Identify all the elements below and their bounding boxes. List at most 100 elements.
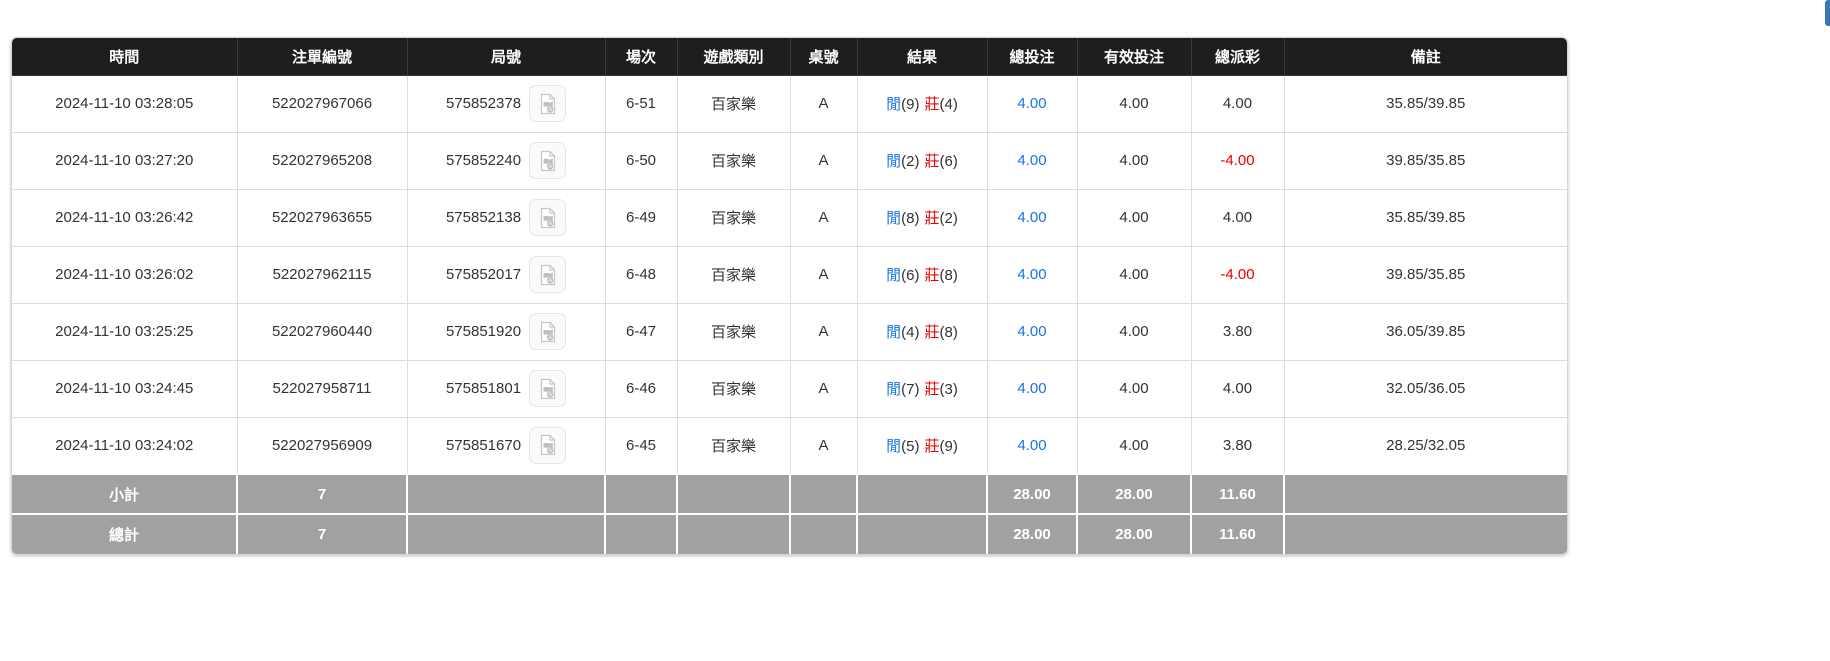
summary-valid-bet: 28.00 bbox=[1076, 473, 1192, 515]
cell-round: 575852017 bbox=[406, 245, 606, 304]
cell-time: 2024-11-10 03:27:20 bbox=[12, 131, 238, 190]
column-header-result: 結果 bbox=[856, 38, 988, 76]
total-bet-link[interactable]: 4.00 bbox=[1017, 436, 1047, 454]
player-points: (8) bbox=[901, 210, 920, 227]
table-row: 2024-11-10 03:28:05 522027967066 5758523… bbox=[12, 75, 1567, 133]
table-row: 2024-11-10 03:24:45 522027958711 5758518… bbox=[12, 359, 1567, 418]
cell-payout: 4.00 bbox=[1190, 188, 1285, 247]
summary-empty-table bbox=[789, 513, 858, 554]
result-player: 閒(2) bbox=[886, 153, 919, 170]
player-points: (2) bbox=[901, 153, 920, 170]
player-points: (5) bbox=[901, 437, 920, 455]
cell-remark: 28.25/32.05 bbox=[1283, 416, 1567, 475]
result-player: 閒(9) bbox=[886, 96, 919, 113]
video-replay-button[interactable] bbox=[529, 313, 567, 350]
banker-points: (2) bbox=[939, 210, 958, 227]
bet-history-table: 時間 注單編號 局號 場次 遊戲類別 桌號 結果 總投注 有效投注 總派彩 備註 2024-11-1… bbox=[12, 38, 1567, 554]
cell-round: 575852138 bbox=[406, 188, 606, 247]
cell-ticket-id: 522027960440 bbox=[236, 302, 408, 361]
banker-label: 莊 bbox=[924, 437, 940, 455]
cell-total-bet: 4.00 bbox=[986, 416, 1078, 475]
cell-table-id: A bbox=[789, 75, 858, 133]
cell-round: 575851801 bbox=[406, 359, 606, 418]
broken-image-icon bbox=[540, 378, 555, 399]
cell-total-bet: 4.00 bbox=[986, 245, 1078, 304]
result-banker: 莊(8) bbox=[925, 324, 958, 341]
player-points: (6) bbox=[901, 267, 920, 284]
summary-total-bet: 28.00 bbox=[986, 513, 1078, 554]
cell-remark: 39.85/35.85 bbox=[1283, 245, 1567, 304]
cell-payout: 4.00 bbox=[1190, 75, 1285, 133]
video-replay-button[interactable] bbox=[529, 370, 567, 407]
summary-valid-bet: 28.00 bbox=[1076, 513, 1192, 554]
total-bet-link[interactable]: 4.00 bbox=[1017, 380, 1047, 397]
cell-remark: 39.85/35.85 bbox=[1283, 131, 1567, 190]
column-header-game: 遊戲類別 bbox=[676, 38, 791, 76]
result-banker: 莊(8) bbox=[925, 267, 958, 284]
cutoff-button-edge[interactable] bbox=[1825, 0, 1830, 26]
total-bet-link[interactable]: 4.00 bbox=[1017, 95, 1047, 112]
round-id: 575851670 bbox=[445, 436, 522, 454]
cell-round: 575851670 bbox=[406, 416, 606, 475]
summary-label: 小計 bbox=[12, 473, 238, 515]
cell-session: 6-51 bbox=[604, 75, 678, 133]
cell-session: 6-48 bbox=[604, 245, 678, 304]
total-bet-link[interactable]: 4.00 bbox=[1017, 266, 1047, 283]
cell-payout: 3.80 bbox=[1190, 416, 1285, 475]
table-row: 2024-11-10 03:24:02 522027956909 5758516… bbox=[12, 416, 1567, 475]
banker-points: (4) bbox=[939, 96, 958, 113]
column-header-valid_bet: 有效投注 bbox=[1076, 38, 1192, 76]
banker-label: 莊 bbox=[924, 153, 940, 170]
cell-valid-bet: 4.00 bbox=[1076, 75, 1192, 133]
result-banker: 莊(4) bbox=[925, 96, 958, 113]
round-id: 575851920 bbox=[445, 323, 522, 340]
banker-label: 莊 bbox=[924, 324, 940, 341]
column-header-remark: 備註 bbox=[1283, 38, 1567, 76]
total-bet-link[interactable]: 4.00 bbox=[1017, 152, 1047, 169]
result-banker: 莊(6) bbox=[925, 153, 958, 170]
cell-round: 575851920 bbox=[406, 302, 606, 361]
cell-remark: 35.85/39.85 bbox=[1283, 188, 1567, 247]
cell-valid-bet: 4.00 bbox=[1076, 302, 1192, 361]
banker-label: 莊 bbox=[924, 210, 940, 227]
cell-table-id: A bbox=[789, 245, 858, 304]
video-replay-button[interactable] bbox=[529, 142, 567, 179]
summary-empty-game bbox=[676, 473, 791, 515]
result-player: 閒(5) bbox=[886, 438, 919, 455]
video-replay-button[interactable] bbox=[529, 199, 567, 236]
cell-session: 6-47 bbox=[604, 302, 678, 361]
column-header-ticket: 注單編號 bbox=[236, 38, 408, 76]
banker-label: 莊 bbox=[924, 96, 940, 113]
total-bet-link[interactable]: 4.00 bbox=[1017, 209, 1047, 226]
video-replay-button[interactable] bbox=[529, 256, 567, 293]
total-bet-link[interactable]: 4.00 bbox=[1017, 323, 1047, 340]
broken-image-icon bbox=[540, 264, 555, 285]
video-replay-button[interactable] bbox=[529, 85, 567, 122]
video-replay-button[interactable] bbox=[529, 426, 567, 464]
cell-session: 6-49 bbox=[604, 188, 678, 247]
cell-remark: 36.05/39.85 bbox=[1283, 302, 1567, 361]
broken-image-icon bbox=[540, 93, 555, 114]
result-player: 閒(7) bbox=[886, 381, 919, 398]
summary-empty-result bbox=[856, 513, 988, 554]
player-label: 閒 bbox=[886, 153, 902, 170]
banker-label: 莊 bbox=[924, 267, 940, 284]
cell-result: 閒(8) 莊(2) bbox=[856, 188, 988, 247]
cell-valid-bet: 4.00 bbox=[1076, 245, 1192, 304]
broken-image-icon bbox=[540, 150, 555, 171]
cell-game-type: 百家樂 bbox=[676, 416, 791, 475]
summary-empty-game bbox=[676, 513, 791, 554]
round-id: 575852138 bbox=[445, 209, 522, 226]
player-label: 閒 bbox=[886, 267, 902, 284]
summary-row: 小計 7 28.00 28.00 11.60 bbox=[12, 473, 1567, 515]
summary-payout: 11.60 bbox=[1190, 513, 1285, 554]
cell-game-type: 百家樂 bbox=[676, 359, 791, 418]
column-header-time: 時間 bbox=[12, 38, 238, 76]
player-label: 閒 bbox=[886, 437, 902, 455]
cell-time: 2024-11-10 03:24:02 bbox=[12, 416, 238, 475]
column-header-total_bet: 總投注 bbox=[986, 38, 1078, 76]
player-points: (7) bbox=[901, 381, 920, 398]
table-row: 2024-11-10 03:25:25 522027960440 5758519… bbox=[12, 302, 1567, 361]
banker-points: (8) bbox=[939, 324, 958, 341]
cell-game-type: 百家樂 bbox=[676, 245, 791, 304]
